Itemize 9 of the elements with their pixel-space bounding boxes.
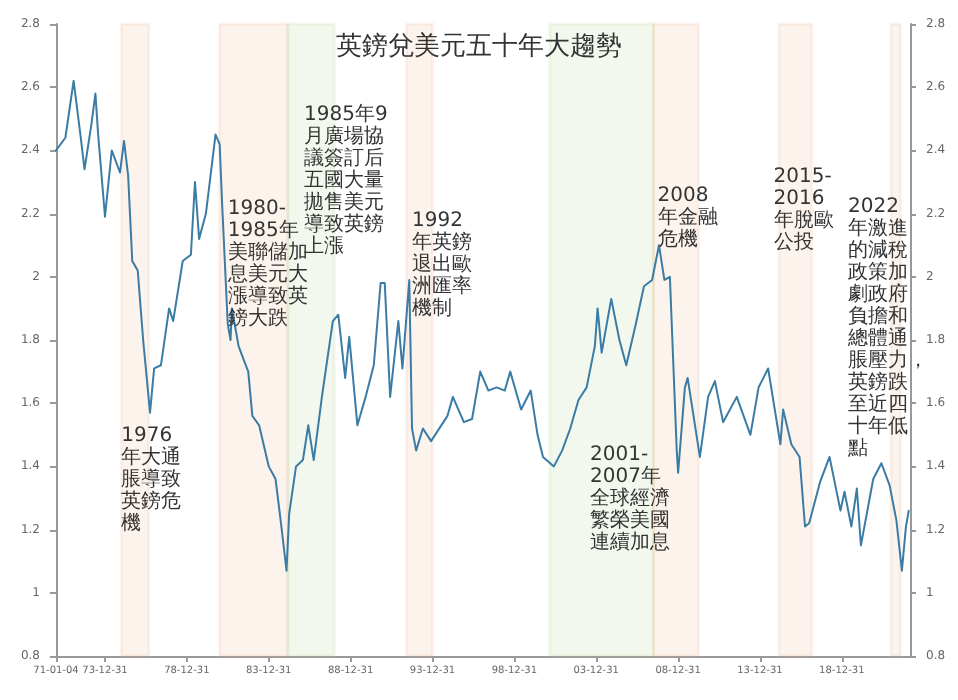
annotation: 2008年金融危機	[657, 185, 718, 252]
annotation: 2015-2016年脫歐公投	[773, 166, 834, 255]
annotation: 1976年大通脹導致英鎊危機	[121, 425, 182, 536]
annotation: 1992年英鎊退出歐洲匯率機制	[412, 210, 473, 321]
line-series	[55, 79, 910, 572]
text: 2022年激進的減稅政策加劇政府負擔和總體通脹壓力，英鎊跌至近四十年低點	[848, 196, 928, 460]
annotation: 1985年9月廣場協議簽訂后五國大量拋售美元導致英鎊上漲	[304, 102, 388, 258]
annotation: 2001-2007年全球經濟繁榮美國連續加息	[590, 444, 670, 554]
chart-title: 英鎊兌美元五十年大趨勢	[336, 30, 622, 62]
